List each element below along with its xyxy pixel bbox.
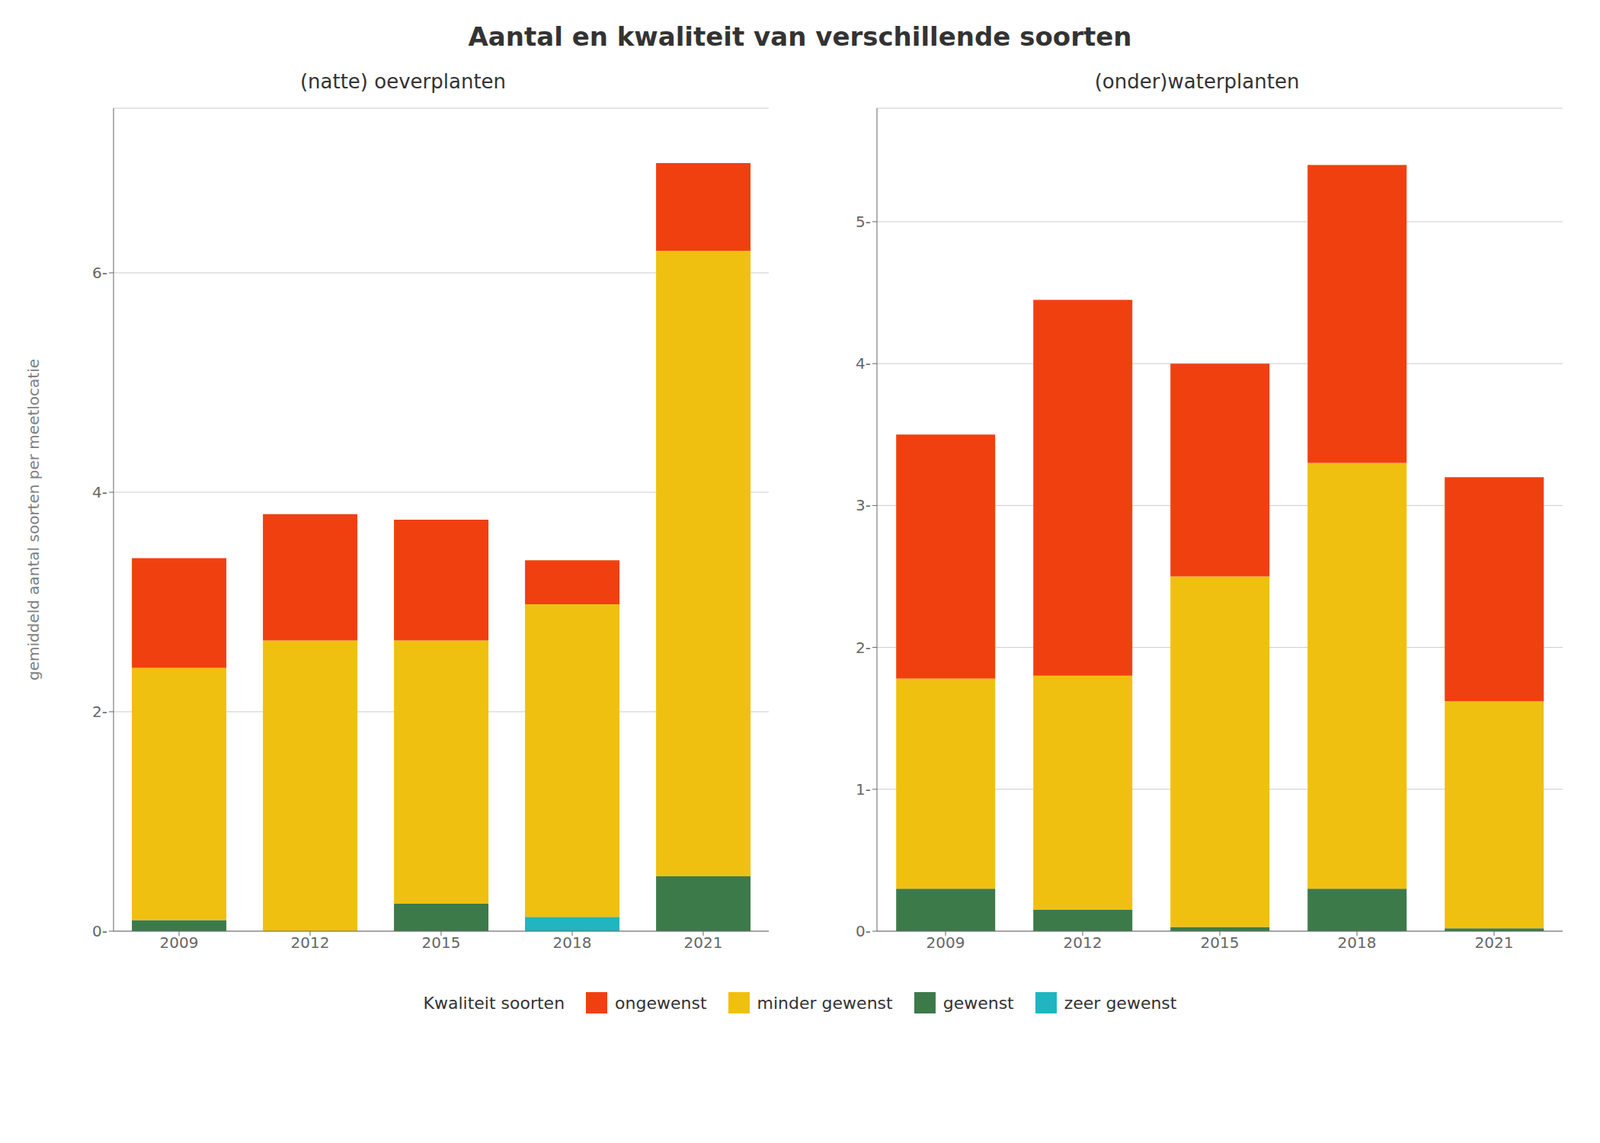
html-text:Aantal en kwaliteit van versch: Aantal en kwaliteit van verschillende so… bbox=[468, 21, 1132, 52]
svg-text:3-: 3- bbox=[855, 496, 871, 515]
svg-text:2-: 2- bbox=[855, 638, 871, 657]
html-text:ongewenst: ongewenst bbox=[614, 993, 707, 1013]
svg-text:6-: 6- bbox=[92, 263, 108, 282]
svg-text:4-: 4- bbox=[92, 483, 108, 502]
svg-text:2012: 2012 bbox=[291, 933, 330, 952]
svg-text:2012: 2012 bbox=[1063, 933, 1103, 952]
svg-text:1-: 1- bbox=[855, 780, 871, 799]
svg-text:0-: 0- bbox=[92, 921, 108, 941]
html-text:minder gewenst: minder gewenst bbox=[757, 993, 893, 1013]
svg-text:gemiddeld aantal soorten per m: gemiddeld aantal soorten per meetlocatie bbox=[24, 358, 43, 681]
svg-text:2021: 2021 bbox=[1475, 933, 1514, 952]
svg-text:2021: 2021 bbox=[684, 933, 724, 952]
svg-text:4-: 4- bbox=[855, 354, 871, 373]
html-text:gewenst: gewenst bbox=[943, 993, 1014, 1013]
svg-text:2015: 2015 bbox=[422, 933, 461, 952]
svg-text:2-: 2- bbox=[92, 702, 108, 721]
svg-text:2015: 2015 bbox=[1200, 933, 1240, 952]
html-text:(natte) oeverplanten: (natte) oeverplanten bbox=[300, 70, 506, 93]
svg-text:0-: 0- bbox=[855, 921, 871, 941]
html-text:(onder)waterplanten: (onder)waterplanten bbox=[1094, 70, 1300, 93]
svg-text:2018: 2018 bbox=[1337, 933, 1377, 952]
svg-text:5-: 5- bbox=[855, 212, 871, 231]
html-text:zeer gewenst: zeer gewenst bbox=[1064, 993, 1177, 1013]
html-text:Kwaliteit soorten: Kwaliteit soorten bbox=[423, 993, 565, 1013]
svg-text:2009: 2009 bbox=[926, 933, 966, 952]
svg-text:2009: 2009 bbox=[160, 933, 199, 952]
svg-text:2018: 2018 bbox=[553, 933, 592, 952]
